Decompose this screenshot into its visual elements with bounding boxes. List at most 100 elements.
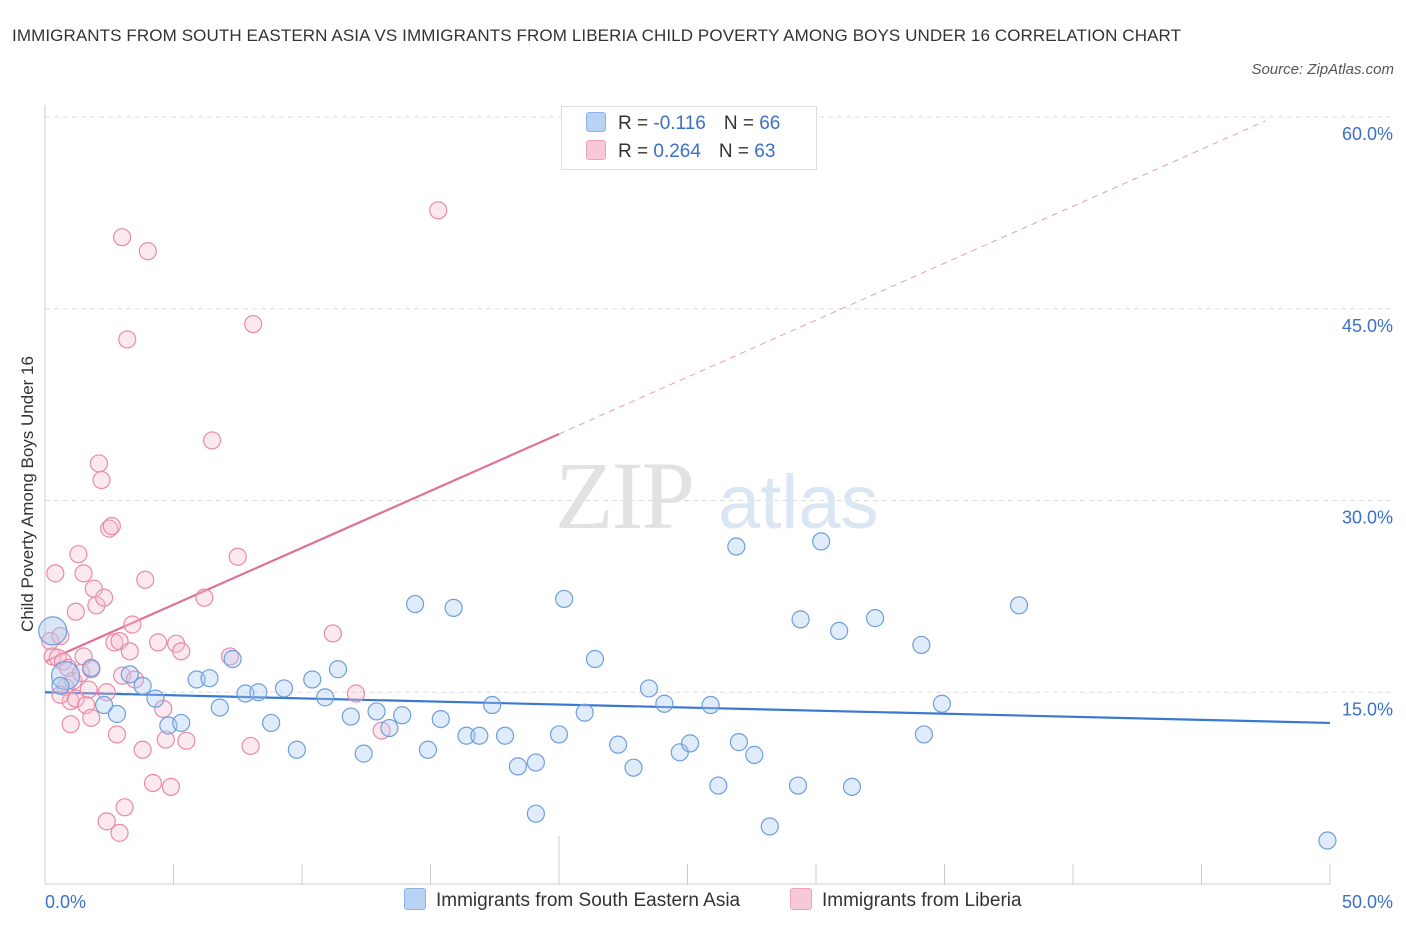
- point-blue-21: [328, 660, 348, 679]
- legend-swatch-liberia: [586, 140, 606, 160]
- n-value-liberia: 63: [754, 141, 776, 162]
- bottom-legend-sea: Immigrants from South Eastern Asia: [404, 888, 740, 912]
- r-value-liberia: 0.264: [653, 141, 701, 162]
- series-liberia-points: [41, 201, 448, 842]
- point-pink-12: [66, 602, 85, 621]
- point-blue-54: [788, 776, 808, 795]
- point-pink-34: [112, 228, 132, 247]
- x-tick-label-50: 50.0%: [1342, 892, 1393, 912]
- y-tick-label-15: 15.0%: [1342, 699, 1393, 719]
- point-pink-9: [61, 715, 80, 734]
- point-blue-39: [555, 589, 574, 609]
- point-blue-56: [812, 532, 831, 551]
- bottom-legend-label-sea: Immigrants from South Eastern Asia: [436, 890, 741, 911]
- point-pink-4: [51, 626, 70, 646]
- n-value-sea: 66: [759, 113, 781, 134]
- point-pink-55: [228, 547, 247, 566]
- stats-legend-row-liberia: R = 0.264 N = 63: [586, 140, 775, 168]
- point-blue-0: [38, 616, 68, 646]
- point-pink-45: [148, 633, 168, 652]
- stats-legend: R = -0.116 N = 66 R = 0.264 N = 63: [561, 106, 817, 170]
- point-blue-24: [367, 702, 386, 721]
- source-label: Source: ZipAtlas.com: [1251, 61, 1394, 78]
- bottom-legend-liberia: Immigrants from Liberia: [790, 888, 1022, 912]
- point-pink-24: [92, 470, 111, 490]
- point-blue-30: [444, 598, 463, 617]
- bottom-legend-swatch-sea: [404, 888, 426, 910]
- point-pink-28: [100, 519, 119, 538]
- bottom-legend-label-liberia: Immigrants from Liberia: [822, 890, 1022, 911]
- point-blue-32: [470, 726, 489, 745]
- point-blue-44: [639, 679, 659, 698]
- y-tick-label-30: 30.0%: [1342, 508, 1393, 528]
- series-sea-points: [38, 532, 1337, 850]
- point-blue-19: [303, 670, 322, 689]
- point-pink-47: [156, 730, 175, 749]
- point-blue-18: [287, 740, 306, 759]
- trend-line-pink: [44, 433, 560, 663]
- point-blue-58: [842, 777, 862, 796]
- r-label-liberia: R =: [618, 141, 654, 162]
- point-blue-17: [274, 679, 294, 698]
- point-pink-53: [202, 431, 222, 450]
- point-pink-27: [97, 812, 116, 831]
- point-blue-22: [341, 707, 360, 726]
- point-blue-34: [495, 726, 515, 745]
- point-pink-57: [244, 314, 263, 334]
- axes: [44, 105, 1331, 885]
- point-pink-59: [346, 684, 366, 703]
- bottom-legend-swatch-liberia: [790, 888, 812, 910]
- watermark-zip: ZIP: [555, 442, 693, 549]
- tick-labels: 15.0% 30.0% 45.0% 60.0% 0.0% 50.0%: [45, 124, 1393, 912]
- point-blue-57: [830, 621, 849, 640]
- point-blue-43: [624, 758, 643, 777]
- point-blue-42: [609, 735, 628, 754]
- point-blue-51: [729, 733, 749, 752]
- gridlines: [45, 116, 1395, 693]
- point-pink-43: [138, 242, 157, 261]
- point-blue-1: [50, 661, 81, 691]
- trend-line-blue: [44, 691, 1331, 725]
- point-blue-20: [316, 688, 335, 707]
- point-blue-4: [107, 704, 127, 724]
- n-label-liberia: N =: [718, 141, 755, 162]
- point-blue-63: [1009, 596, 1029, 615]
- point-pink-8: [61, 692, 80, 711]
- trend-line-extension-pink: [558, 120, 1266, 435]
- point-blue-23: [354, 744, 373, 763]
- point-blue-7: [146, 689, 165, 708]
- point-pink-44: [143, 773, 163, 793]
- point-blue-9: [172, 713, 191, 733]
- watermark: ZIP atlas: [555, 442, 879, 549]
- point-pink-11: [66, 689, 85, 708]
- point-blue-38: [549, 725, 569, 744]
- point-blue-13: [223, 649, 242, 669]
- point-blue-59: [866, 609, 885, 628]
- point-blue-53: [760, 817, 779, 836]
- point-pink-18: [79, 680, 98, 699]
- point-pink-37: [118, 330, 137, 349]
- point-blue-25: [380, 718, 399, 738]
- point-pink-58: [323, 624, 342, 643]
- point-pink-33: [110, 823, 129, 842]
- point-blue-40: [575, 703, 594, 722]
- point-pink-46: [154, 699, 173, 718]
- point-blue-47: [680, 734, 700, 753]
- x-tick-label-0: 0.0%: [45, 892, 86, 912]
- point-pink-48: [161, 777, 181, 796]
- point-blue-45: [655, 694, 674, 713]
- point-blue-6: [133, 676, 152, 695]
- point-pink-13: [69, 545, 88, 564]
- stats-legend-row-sea: R = -0.116 N = 66: [586, 112, 780, 140]
- point-pink-39: [123, 615, 142, 634]
- watermark-atlas: atlas: [718, 460, 879, 545]
- point-pink-2: [46, 564, 65, 583]
- point-blue-52: [745, 745, 764, 764]
- point-pink-38: [120, 642, 139, 661]
- point-blue-27: [405, 594, 425, 614]
- point-blue-28: [418, 740, 438, 759]
- point-pink-61: [429, 201, 448, 220]
- y-tick-label-60: 60.0%: [1342, 124, 1393, 144]
- chart-title: IMMIGRANTS FROM SOUTH EASTERN ASIA VS IM…: [12, 26, 1182, 45]
